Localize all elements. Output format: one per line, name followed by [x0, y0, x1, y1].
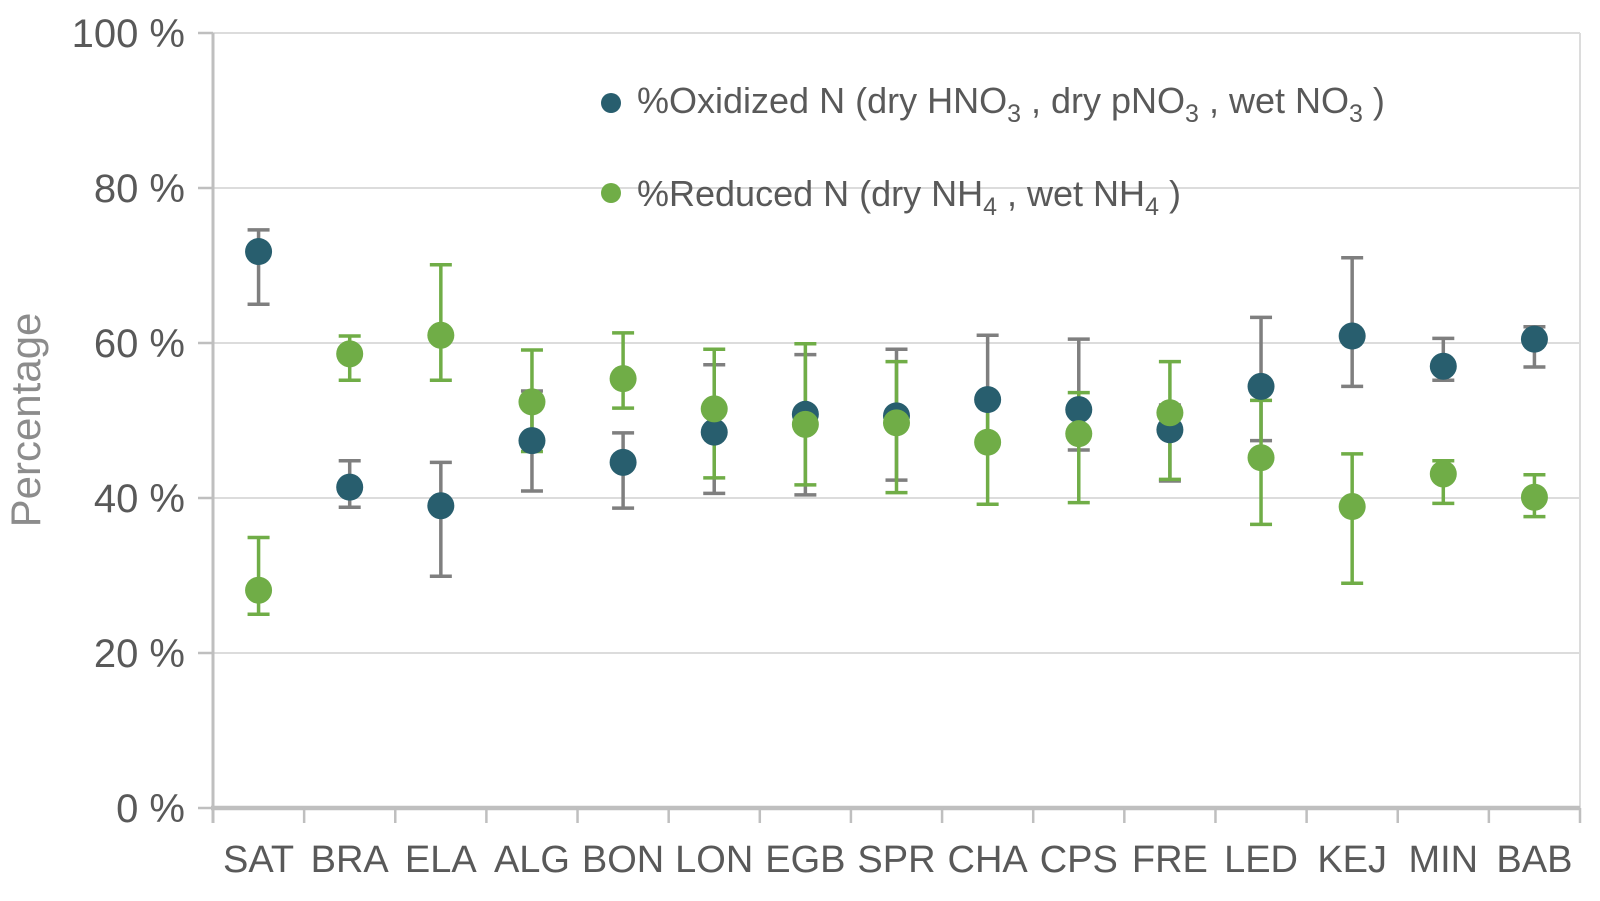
point-reduced-BRA [336, 340, 364, 368]
legend-text-segment: , wet NH [997, 173, 1145, 214]
x-tick-label-BRA: BRA [311, 839, 390, 881]
y-tick-labels: 0 % 20 % 40 % 60 % 80 % 100 % [72, 12, 185, 831]
legend-text-segment: , dry pNO [1021, 80, 1185, 121]
point-reduced-KEJ [1338, 493, 1366, 521]
legend: %Oxidized N (dry HNO3 , dry pNO3 , wet N… [601, 80, 1385, 221]
x-tick-label-SPR: SPR [857, 839, 935, 881]
point-reduced-BON [609, 365, 637, 393]
point-reduced-SPR [883, 409, 910, 437]
point-reduced-EGB [791, 410, 819, 438]
point-reduced-CHA [974, 428, 1002, 456]
axes [198, 31, 1582, 823]
legend-marker-reduced [601, 183, 621, 203]
y-tick-label-20: 20 % [94, 632, 185, 676]
legend-text-segment: ) [1159, 173, 1181, 214]
y-tick-label-60: 60 % [94, 322, 185, 366]
legend-label-reduced: %Reduced N (dry NH4 , wet NH4 ) [637, 173, 1181, 221]
legend-subscript: 3 [1185, 100, 1199, 128]
legend-subscript: 4 [1145, 193, 1159, 221]
point-reduced-MIN [1429, 460, 1457, 488]
point-oxidized-LON [700, 418, 728, 446]
point-reduced-BAB [1520, 483, 1548, 511]
x-tick-label-FRE: FRE [1132, 839, 1208, 881]
x-tick-label-CHA: CHA [948, 839, 1029, 881]
legend-subscript: 4 [983, 193, 997, 221]
y-axis-title: Percentage [2, 313, 49, 528]
point-oxidized-KEJ [1338, 322, 1366, 350]
point-oxidized-ALG [518, 427, 546, 455]
point-reduced-ALG [518, 388, 546, 416]
point-reduced-CPS [1065, 420, 1093, 448]
x-tick-label-BON: BON [582, 839, 664, 881]
point-reduced-FRE [1156, 399, 1184, 427]
point-oxidized-CPS [1065, 396, 1093, 424]
x-tick-label-KEJ: KEJ [1317, 839, 1387, 881]
x-tick-label-EGB: EGB [765, 839, 845, 881]
point-reduced-SAT [245, 576, 273, 604]
x-tick-label-ALG: ALG [494, 839, 570, 881]
legend-subscript: 3 [1007, 100, 1021, 128]
point-oxidized-BAB [1520, 325, 1548, 353]
legend-text-segment: ) [1363, 80, 1385, 121]
x-tick-label-CPS: CPS [1040, 839, 1118, 881]
legend-label-oxidized: %Oxidized N (dry HNO3 , dry pNO3 , wet N… [637, 80, 1385, 128]
point-oxidized-ELA [427, 492, 455, 520]
y-tick-label-0: 0 % [116, 787, 185, 831]
y-tick-label-100: 100 % [72, 12, 185, 56]
point-oxidized-BRA [336, 473, 364, 501]
point-oxidized-MIN [1429, 352, 1457, 380]
point-reduced-LED [1247, 444, 1275, 472]
x-tick-label-SAT: SAT [223, 839, 294, 881]
legend-text-segment: %Oxidized N (dry HNO [637, 80, 1007, 121]
point-reduced-ELA [427, 321, 455, 349]
x-tick-label-BAB: BAB [1496, 839, 1572, 881]
x-tick-label-LON: LON [675, 839, 753, 881]
y-tick-label-40: 40 % [94, 477, 185, 521]
point-reduced-LON [700, 395, 728, 423]
legend-text-segment: %Reduced N (dry NH [637, 173, 983, 214]
point-oxidized-CHA [974, 386, 1002, 414]
legend-text-segment: , wet NO [1199, 80, 1349, 121]
series-reduced-points [245, 321, 1548, 604]
x-tick-label-ELA: ELA [405, 839, 477, 881]
point-oxidized-SAT [245, 238, 273, 266]
point-oxidized-BON [609, 448, 637, 476]
y-tick-label-80: 80 % [94, 167, 185, 211]
point-oxidized-LED [1247, 372, 1275, 400]
legend-marker-oxidized [601, 93, 621, 113]
x-tick-label-MIN: MIN [1408, 839, 1478, 881]
x-tick-labels: SAT BRA ELA ALG BON LON EGB SPR CHA CPS FRE LED KEJ M… [223, 839, 1572, 881]
x-tick-label-LED: LED [1224, 839, 1298, 881]
legend-subscript: 3 [1349, 100, 1363, 128]
